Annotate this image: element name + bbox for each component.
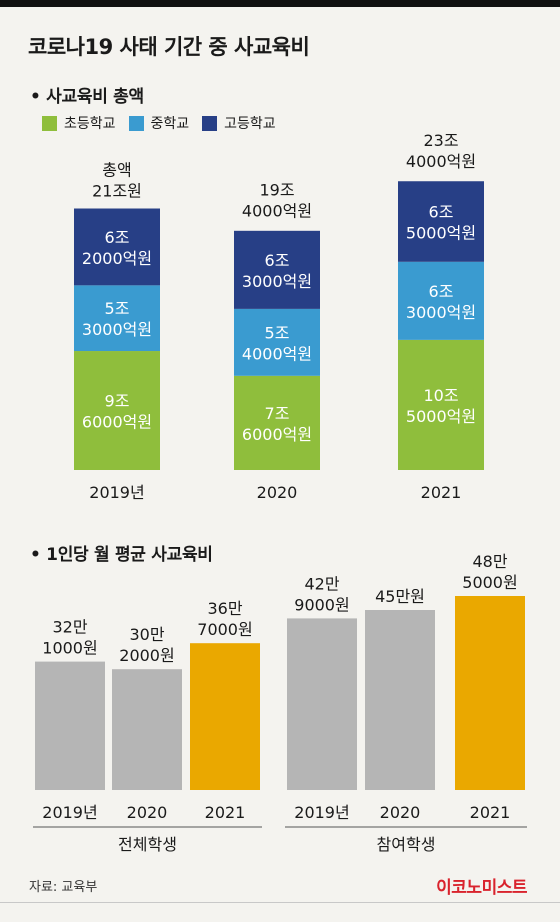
bar-segment-2019년-초등학교 xyxy=(74,351,160,470)
chart1-title: • 사교육비 총액 xyxy=(30,87,144,107)
x-tick-label-chart1-1: 2020 xyxy=(257,483,298,502)
bar-total-label-0-line-1: 총액 xyxy=(102,161,131,180)
bar-segment-label-1-0-line-2: 6000억원 xyxy=(242,425,312,444)
legend-swatch-elementary xyxy=(42,115,57,131)
bar-total-label-2-line-2: 4000억원 xyxy=(406,152,476,171)
bar-total-label-1-line-1: 19조 xyxy=(259,181,294,200)
bar-segment-2020-초등학교 xyxy=(234,375,320,470)
legend-label-elementary: 초등학교 xyxy=(64,116,116,132)
legend-item-elementary: 초등학교 xyxy=(42,113,116,133)
bar-segment-label-2-2-line-2: 5000억원 xyxy=(406,224,476,243)
bar-segment-label-0-0-line-1: 9조 xyxy=(105,392,130,411)
bar-segment-label-1-2-line-2: 3000억원 xyxy=(242,272,312,291)
bar-segment-2021-고등학교 xyxy=(398,181,484,262)
x-tick-label-chart2-0-2: 2021 xyxy=(205,803,246,822)
bar-segment-2021-초등학교 xyxy=(398,339,484,470)
bar-segment-2021-중학교 xyxy=(398,261,484,340)
bar-segment-label-2-1-line-1: 6조 xyxy=(429,282,454,301)
bar-segment-label-0-2-line-2: 2000억원 xyxy=(82,249,152,268)
bar-value-label-1-1-line-1: 45만원 xyxy=(375,587,425,606)
bar-segment-label-0-2-line-1: 6조 xyxy=(105,228,130,247)
bar-segment-label-1-1-line-2: 4000억원 xyxy=(242,344,312,363)
bar-value-label-1-2-line-1: 48만 xyxy=(472,552,507,571)
group-label-1: 참여학생 xyxy=(377,835,436,854)
bar-segment-label-2-0-line-2: 5000억원 xyxy=(406,407,476,426)
x-tick-label-chart2-1-0: 2019년 xyxy=(294,803,349,822)
source-note: 자료: 교육부 xyxy=(29,880,98,895)
bar-segment-label-1-1-line-1: 5조 xyxy=(265,323,290,342)
bar-total-label-0-line-2: 21조원 xyxy=(92,182,142,201)
x-tick-label-chart1-2: 2021 xyxy=(421,483,462,502)
page-title: 코로나19 사태 기간 중 사교육비 xyxy=(28,35,310,59)
bar-value-label-0-1-line-2: 2000원 xyxy=(119,646,174,665)
bar-value-label-0-1-line-1: 30만 xyxy=(129,625,164,644)
bar-segment-label-0-1-line-2: 3000억원 xyxy=(82,320,152,339)
bar-전체학생-2019년 xyxy=(35,661,105,790)
x-tick-label-chart2-1-1: 2020 xyxy=(380,803,421,822)
bar-segment-label-1-2-line-1: 6조 xyxy=(265,251,290,270)
bar-total-label-1-line-2: 4000억원 xyxy=(242,202,312,221)
bar-segment-label-0-0-line-2: 6000억원 xyxy=(82,413,152,432)
bar-참여학생-2020 xyxy=(365,610,435,790)
bar-segment-2019년-중학교 xyxy=(74,285,160,352)
bar-total-label-2-line-1: 23조 xyxy=(423,131,458,150)
bar-value-label-1-2-line-2: 5000원 xyxy=(462,573,517,592)
bar-value-label-0-0-line-1: 32만 xyxy=(52,618,87,637)
legend-item-middle: 중학교 xyxy=(128,113,190,133)
bar-segment-2020-고등학교 xyxy=(234,230,320,309)
bar-전체학생-2020 xyxy=(112,669,182,790)
bar-전체학생-2021 xyxy=(190,643,260,790)
bar-segment-label-0-1-line-1: 5조 xyxy=(105,299,130,318)
x-tick-label-chart2-1-2: 2021 xyxy=(470,803,511,822)
top-rule xyxy=(0,0,560,7)
bar-참여학생-2021 xyxy=(455,596,525,790)
bar-value-label-1-0-line-1: 42만 xyxy=(304,574,339,593)
bar-segment-label-1-0-line-1: 7조 xyxy=(265,404,290,423)
bar-value-label-0-0-line-2: 1000원 xyxy=(42,639,97,658)
legend-swatch-middle xyxy=(128,115,144,131)
bottom-divider xyxy=(0,902,560,903)
legend-swatch-high xyxy=(202,115,218,131)
legend: 초등학교 중학교 고등학교 xyxy=(42,113,289,133)
publisher-logo: 이코노미스트 xyxy=(436,878,527,898)
bar-value-label-0-2-line-2: 7000원 xyxy=(197,620,252,639)
bar-segment-2020-중학교 xyxy=(234,308,320,376)
bar-value-label-1-0-line-2: 9000원 xyxy=(294,595,349,614)
x-tick-label-chart2-0-0: 2019년 xyxy=(42,803,97,822)
bar-segment-label-2-1-line-2: 3000억원 xyxy=(406,303,476,322)
bar-segment-label-2-0-line-1: 10조 xyxy=(423,386,458,405)
legend-item-high: 고등학교 xyxy=(202,113,276,133)
x-tick-label-chart1-0: 2019년 xyxy=(89,483,144,502)
legend-label-middle: 중학교 xyxy=(150,116,190,132)
legend-label-high: 고등학교 xyxy=(224,116,276,132)
x-tick-label-chart2-0-1: 2020 xyxy=(127,803,168,822)
bar-value-label-0-2-line-1: 36만 xyxy=(207,599,242,618)
chart2-title: • 1인당 월 평균 사교육비 xyxy=(30,545,213,565)
bar-segment-2019년-고등학교 xyxy=(74,208,160,286)
bar-segment-label-2-2-line-1: 6조 xyxy=(429,203,454,222)
group-label-0: 전체학생 xyxy=(118,835,177,854)
bar-참여학생-2019년 xyxy=(287,618,357,790)
